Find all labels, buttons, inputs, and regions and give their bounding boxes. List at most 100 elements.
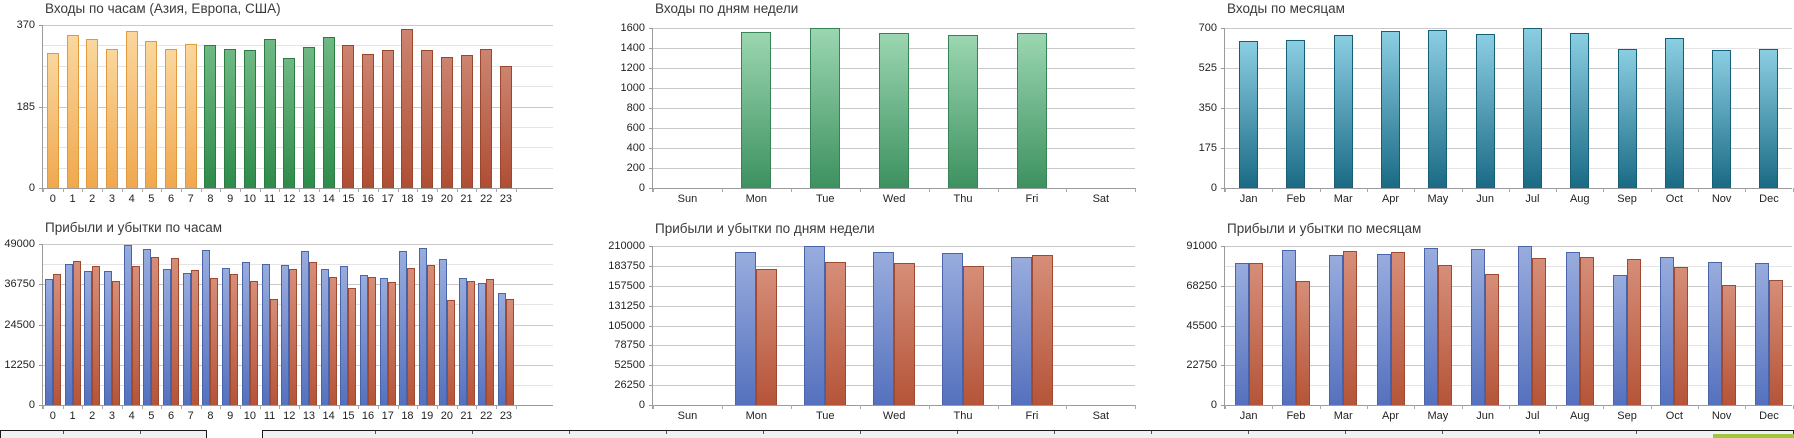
y-axis-label: 24500: [4, 318, 35, 331]
x-axis-label: 14: [322, 193, 335, 205]
x-axis-tick: [1603, 405, 1605, 409]
x-axis-tick: [43, 405, 44, 409]
x-axis-tick: [141, 405, 143, 409]
y-axis-label: 183750: [608, 259, 645, 272]
table-column-divider: [569, 431, 570, 434]
y-axis-tick: [1221, 68, 1225, 69]
x-axis-label: 7: [187, 193, 194, 205]
x-axis-label: Nov: [1711, 410, 1732, 422]
x-axis-tick: [1272, 188, 1274, 192]
y-axis-label: 45500: [1186, 319, 1217, 332]
profit-bar: [143, 249, 152, 405]
x-axis-tick: [1603, 188, 1605, 192]
x-axis-tick: [240, 405, 241, 409]
minor-gridline: [43, 45, 553, 47]
minor-gridline: [43, 126, 553, 128]
profit-bar: [438, 259, 447, 405]
y-axis-label: 36750: [4, 278, 35, 291]
x-axis-line: [1221, 405, 1792, 406]
x-axis-tick: [1225, 405, 1226, 409]
x-axis-label: 22: [480, 410, 493, 422]
x-axis-label: Sun: [677, 410, 698, 422]
x-axis-tick: [1366, 405, 1368, 409]
x-axis-tick: [377, 405, 379, 409]
y-axis-label: 157500: [608, 279, 645, 292]
profit-bar: [281, 265, 290, 405]
x-axis-tick: [1319, 188, 1321, 192]
y-axis-tick: [39, 106, 43, 108]
loss-bar: [1768, 280, 1783, 405]
x-axis-tick: [456, 188, 458, 192]
profit-bar: [202, 250, 211, 405]
major-gridline: [1225, 148, 1792, 149]
profit-bar: [222, 268, 231, 405]
loss-bar: [963, 266, 985, 405]
entries-bar: [342, 45, 355, 188]
x-axis-tick: [141, 188, 143, 192]
loss-bar: [190, 270, 199, 405]
x-axis-tick: [721, 405, 723, 409]
x-axis-label: Jun: [1476, 410, 1495, 422]
loss-bar: [756, 269, 778, 405]
entries-bar: [1381, 31, 1401, 188]
x-axis-tick: [1792, 188, 1794, 192]
x-axis-label: 18: [401, 410, 414, 422]
y-axis-label: 68250: [1186, 279, 1217, 292]
entries-bar: [362, 54, 375, 188]
x-axis-tick: [476, 405, 478, 409]
y-axis-tick: [649, 246, 653, 247]
x-axis-line: [39, 405, 553, 406]
y-axis-tick: [649, 265, 653, 267]
profit-bar: [478, 283, 487, 405]
loss-bar: [92, 266, 101, 405]
table-header-strip-right: [262, 430, 1794, 438]
x-axis-label: Jul: [1525, 410, 1540, 422]
x-axis-label: 9: [227, 193, 234, 205]
x-axis-tick: [377, 188, 379, 192]
profit-bar: [1660, 257, 1675, 405]
profit-bar: [419, 248, 428, 405]
x-axis-label: May: [1427, 193, 1449, 205]
y-axis-line: [42, 25, 43, 192]
entries-bar: [224, 49, 237, 188]
entries-bar: [381, 50, 394, 188]
table-column-divider: [1442, 431, 1443, 434]
entries-bar: [499, 66, 512, 188]
x-axis-tick: [1272, 405, 1274, 409]
entries-bar: [46, 53, 59, 188]
loss-bar: [328, 277, 337, 405]
loss-bar: [230, 274, 239, 405]
green-indicator: [1713, 434, 1794, 438]
x-axis-tick: [1366, 188, 1368, 192]
x-axis-tick: [790, 188, 792, 192]
x-axis-tick: [1319, 405, 1321, 409]
x-axis-tick: [121, 405, 123, 409]
y-axis-label: 1000: [620, 82, 645, 94]
y-axis-tick: [39, 284, 43, 286]
loss-bar: [289, 269, 298, 405]
x-axis-tick: [338, 188, 340, 192]
x-axis-label: 1: [69, 410, 76, 422]
x-axis-tick: [1414, 188, 1416, 192]
entries-bar: [125, 31, 138, 188]
x-axis-tick: [1745, 405, 1747, 409]
x-axis-label: 4: [128, 193, 135, 205]
x-axis-label: 7: [187, 410, 194, 422]
y-axis-label: 12250: [4, 358, 35, 371]
entries-bar: [460, 55, 473, 188]
x-axis-label: Oct: [1665, 193, 1683, 205]
x-axis-tick: [1066, 405, 1068, 409]
major-gridline: [1225, 246, 1792, 247]
x-axis-label: 0: [49, 193, 56, 205]
y-axis-tick: [649, 128, 653, 129]
x-axis-label: Aug: [1569, 410, 1590, 422]
y-axis-tick: [649, 325, 653, 327]
entries-bar: [810, 28, 841, 188]
x-axis-tick: [1556, 405, 1558, 409]
profit-bar: [1518, 246, 1533, 405]
x-axis-label: 17: [381, 410, 394, 422]
y-axis-label: 0: [1210, 182, 1217, 194]
major-gridline: [1225, 325, 1792, 327]
y-axis-tick: [1221, 108, 1225, 109]
